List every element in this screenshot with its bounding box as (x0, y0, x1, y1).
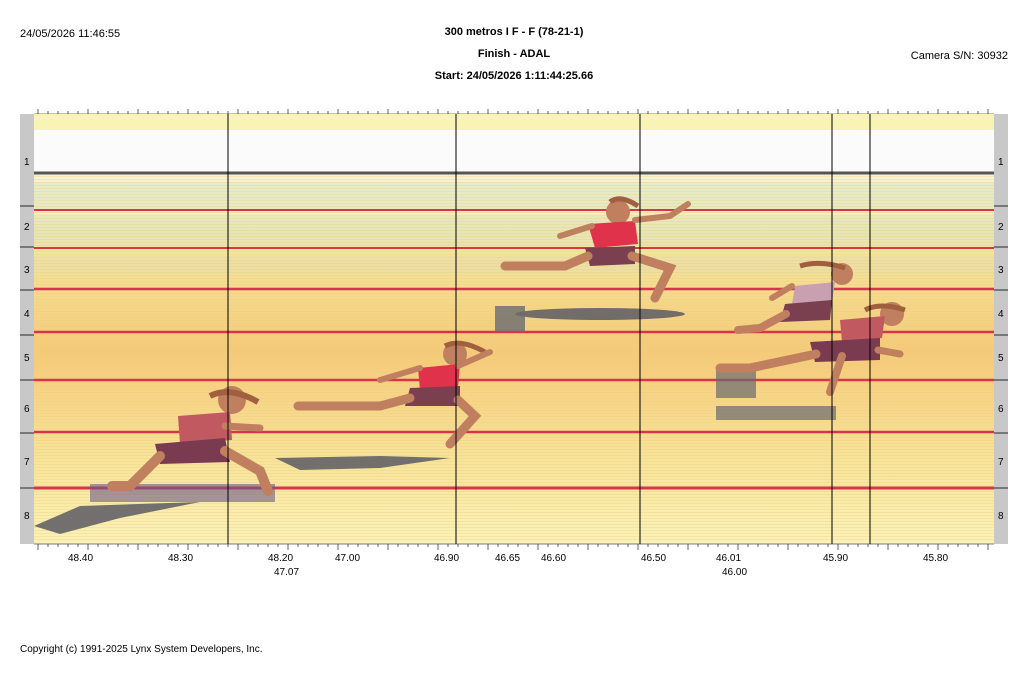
race-start-time: Start: 24/05/2026 1:11:44:25.66 (434, 70, 594, 82)
top-tick-marks (34, 109, 994, 115)
lane-label-4: 4 (24, 309, 30, 320)
lane-label-right-1: 1 (998, 157, 1004, 168)
time-label-47.00: 47.00 (335, 553, 360, 564)
time-label-46.60: 46.60 (541, 553, 566, 564)
lane-label-5: 5 (24, 353, 30, 364)
lane-label-8: 8 (24, 511, 30, 522)
race-subtitle: Finish - ADAL (477, 48, 551, 60)
time-label-46.65: 46.65 (495, 553, 520, 564)
copyright-footer: Copyright (c) 1991-2025 Lynx System Deve… (20, 644, 263, 655)
time-label-46.01: 46.01 (716, 553, 741, 564)
lane-label-3: 3 (24, 265, 30, 276)
runner-lane-4[interactable] (734, 260, 853, 334)
left-lane-bar (20, 114, 34, 544)
lane-label-right-4: 4 (998, 309, 1004, 320)
runner-lane-5-right[interactable] (715, 302, 906, 420)
runner-lane-5[interactable] (275, 340, 493, 470)
race-title: 300 metros I F - F (78-21-1) (444, 26, 584, 38)
capture-datetime: 24/05/2026 11:46:55 (20, 28, 121, 40)
lane-labels-left: 1 2 3 4 5 6 7 8 (24, 157, 30, 522)
photo-finish-image[interactable]: 1 2 3 4 5 6 7 8 1 2 3 4 5 6 7 8 (20, 106, 1008, 581)
lane-label-right-6: 6 (998, 404, 1004, 415)
time-label-45.80: 45.80 (923, 553, 948, 564)
time-label-48.30: 48.30 (168, 553, 193, 564)
lane-label-right-8: 8 (998, 511, 1004, 522)
lane-label-right-2: 2 (998, 222, 1004, 233)
lane-label-right-7: 7 (998, 457, 1004, 468)
runner-lane-3[interactable] (495, 196, 691, 332)
time-axis: 48.40 48.30 48.20 47.07 47.00 46.90 46.6… (34, 543, 994, 578)
time-label-46.50: 46.50 (641, 553, 666, 564)
runner-lane-7[interactable] (34, 386, 275, 534)
time-label-46.90: 46.90 (434, 553, 459, 564)
time-sublabel-46.00: 46.00 (722, 567, 747, 578)
time-marker-lines (227, 114, 871, 544)
lane-label-right-5: 5 (998, 353, 1004, 364)
right-lane-bar (994, 114, 1008, 544)
time-label-48.40: 48.40 (68, 553, 93, 564)
time-label-48.20: 48.20 (268, 553, 293, 564)
lane-dividers (20, 205, 1008, 489)
time-sublabel-47.07: 47.07 (274, 567, 299, 578)
lane-label-1: 1 (24, 157, 30, 168)
lane-label-2: 2 (24, 222, 30, 233)
time-label-45.90: 45.90 (823, 553, 848, 564)
lane-labels-right: 1 2 3 4 5 6 7 8 (998, 157, 1004, 522)
camera-serial: Camera S/N: 30932 (910, 50, 1008, 62)
lane-label-right-3: 3 (998, 265, 1004, 276)
lane-label-6: 6 (24, 404, 30, 415)
lane-label-7: 7 (24, 457, 30, 468)
